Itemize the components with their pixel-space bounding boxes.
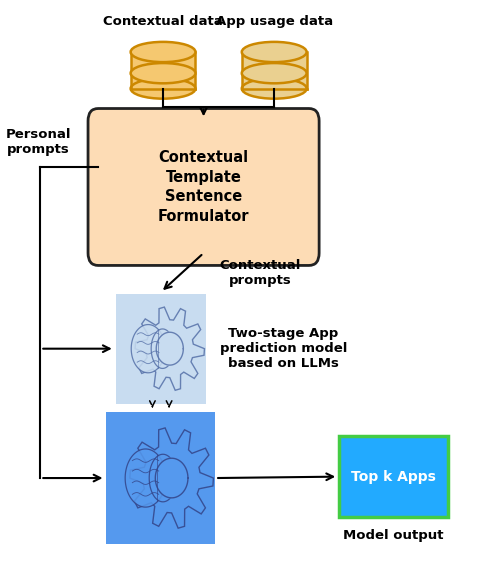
Polygon shape <box>149 454 176 502</box>
Polygon shape <box>125 449 166 507</box>
FancyBboxPatch shape <box>339 436 448 517</box>
Ellipse shape <box>131 42 196 62</box>
Ellipse shape <box>242 78 307 99</box>
FancyBboxPatch shape <box>116 294 206 403</box>
Text: App usage data: App usage data <box>216 15 333 28</box>
Polygon shape <box>130 428 214 528</box>
FancyBboxPatch shape <box>106 412 215 544</box>
Ellipse shape <box>242 42 307 62</box>
FancyBboxPatch shape <box>88 108 319 265</box>
Ellipse shape <box>242 63 307 83</box>
FancyBboxPatch shape <box>242 52 307 89</box>
Text: Two-stage App
prediction model
based on LLMs: Two-stage App prediction model based on … <box>220 327 347 370</box>
Text: Contextual data: Contextual data <box>103 15 223 28</box>
Polygon shape <box>156 332 183 365</box>
Polygon shape <box>135 307 204 390</box>
Text: Personal
prompts: Personal prompts <box>5 128 71 156</box>
Text: Contextual
prompts: Contextual prompts <box>220 260 301 287</box>
FancyBboxPatch shape <box>131 52 196 89</box>
Text: Contextual
Template
Sentence
Formulator: Contextual Template Sentence Formulator <box>158 150 249 224</box>
Polygon shape <box>151 329 174 369</box>
Text: Top k Apps: Top k Apps <box>351 470 436 483</box>
Polygon shape <box>131 324 165 373</box>
Text: Model output: Model output <box>343 529 444 542</box>
Polygon shape <box>155 458 188 498</box>
Ellipse shape <box>131 78 196 99</box>
Ellipse shape <box>131 63 196 83</box>
